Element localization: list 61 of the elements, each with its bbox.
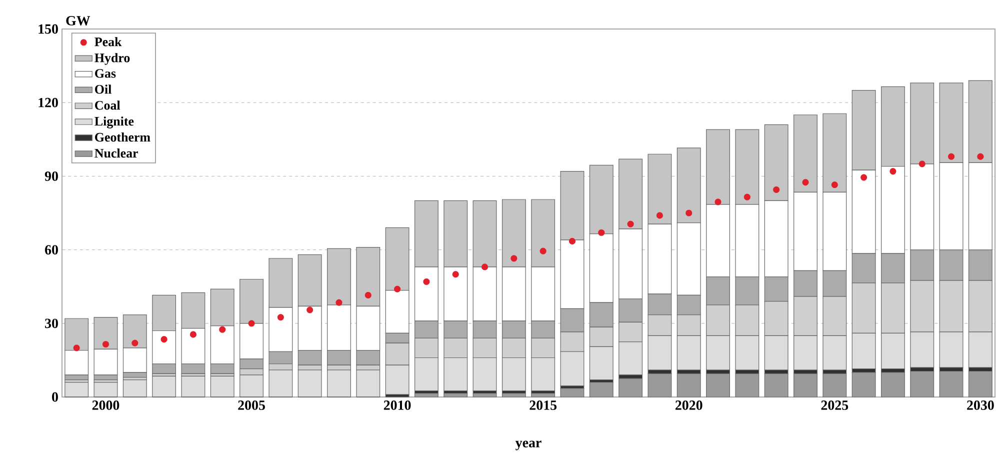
point [102,340,110,348]
point [277,314,284,321]
legend-label: Coal [95,100,120,110]
point [394,286,401,292]
y-tick-label: 120 [38,98,58,108]
y-tick-label: 30 [45,318,58,328]
point [860,174,868,181]
y-tick-label: 90 [44,171,58,181]
point [802,179,809,186]
point [540,248,546,254]
x-tick-label: 2015 [530,400,557,410]
point [452,271,459,278]
point [132,340,138,346]
point [918,160,926,168]
point [510,255,518,262]
x-tick-label: 2010 [384,400,411,410]
legend-label: Gas [95,69,116,78]
point [948,153,955,160]
point [364,292,372,298]
legend-label: Geotherm [95,132,150,142]
point [977,153,984,160]
point [190,331,196,338]
point [568,238,576,244]
x-tick-label: 2025 [821,400,848,410]
legend-label: Hydro [94,53,130,65]
x-tick-label: 2000 [92,400,120,410]
point [627,220,634,228]
x-axis-title: year [515,440,542,450]
x-tick-label: 2030 [967,400,994,410]
point [656,212,663,219]
bar [152,376,176,398]
legend-label: Nuclear [94,148,138,158]
point [831,181,838,188]
point [306,306,314,314]
bar [94,382,118,398]
point [686,210,692,216]
point [890,168,896,175]
x-tick-label: 2005 [238,400,265,410]
point [336,299,342,306]
legend-label: Oil [95,84,112,94]
point [481,264,488,270]
point [423,278,430,285]
point [73,344,80,352]
bar [122,380,147,398]
point [598,229,605,236]
bar [181,376,206,398]
point [160,336,168,343]
legend-label: Peak [94,37,122,46]
y-axis-title: GW [66,16,90,26]
legend-label: Lignite [94,116,134,128]
y-tick-label: 0 [52,392,58,402]
point [248,320,255,327]
x-tick-label: 2020 [675,400,702,410]
point [714,198,722,206]
bar [210,376,234,398]
point [219,326,226,333]
y-tick-label: 150 [38,24,58,34]
y-tick-label: 60 [45,245,58,255]
bar [64,382,89,398]
point [773,186,780,193]
point [744,194,750,200]
